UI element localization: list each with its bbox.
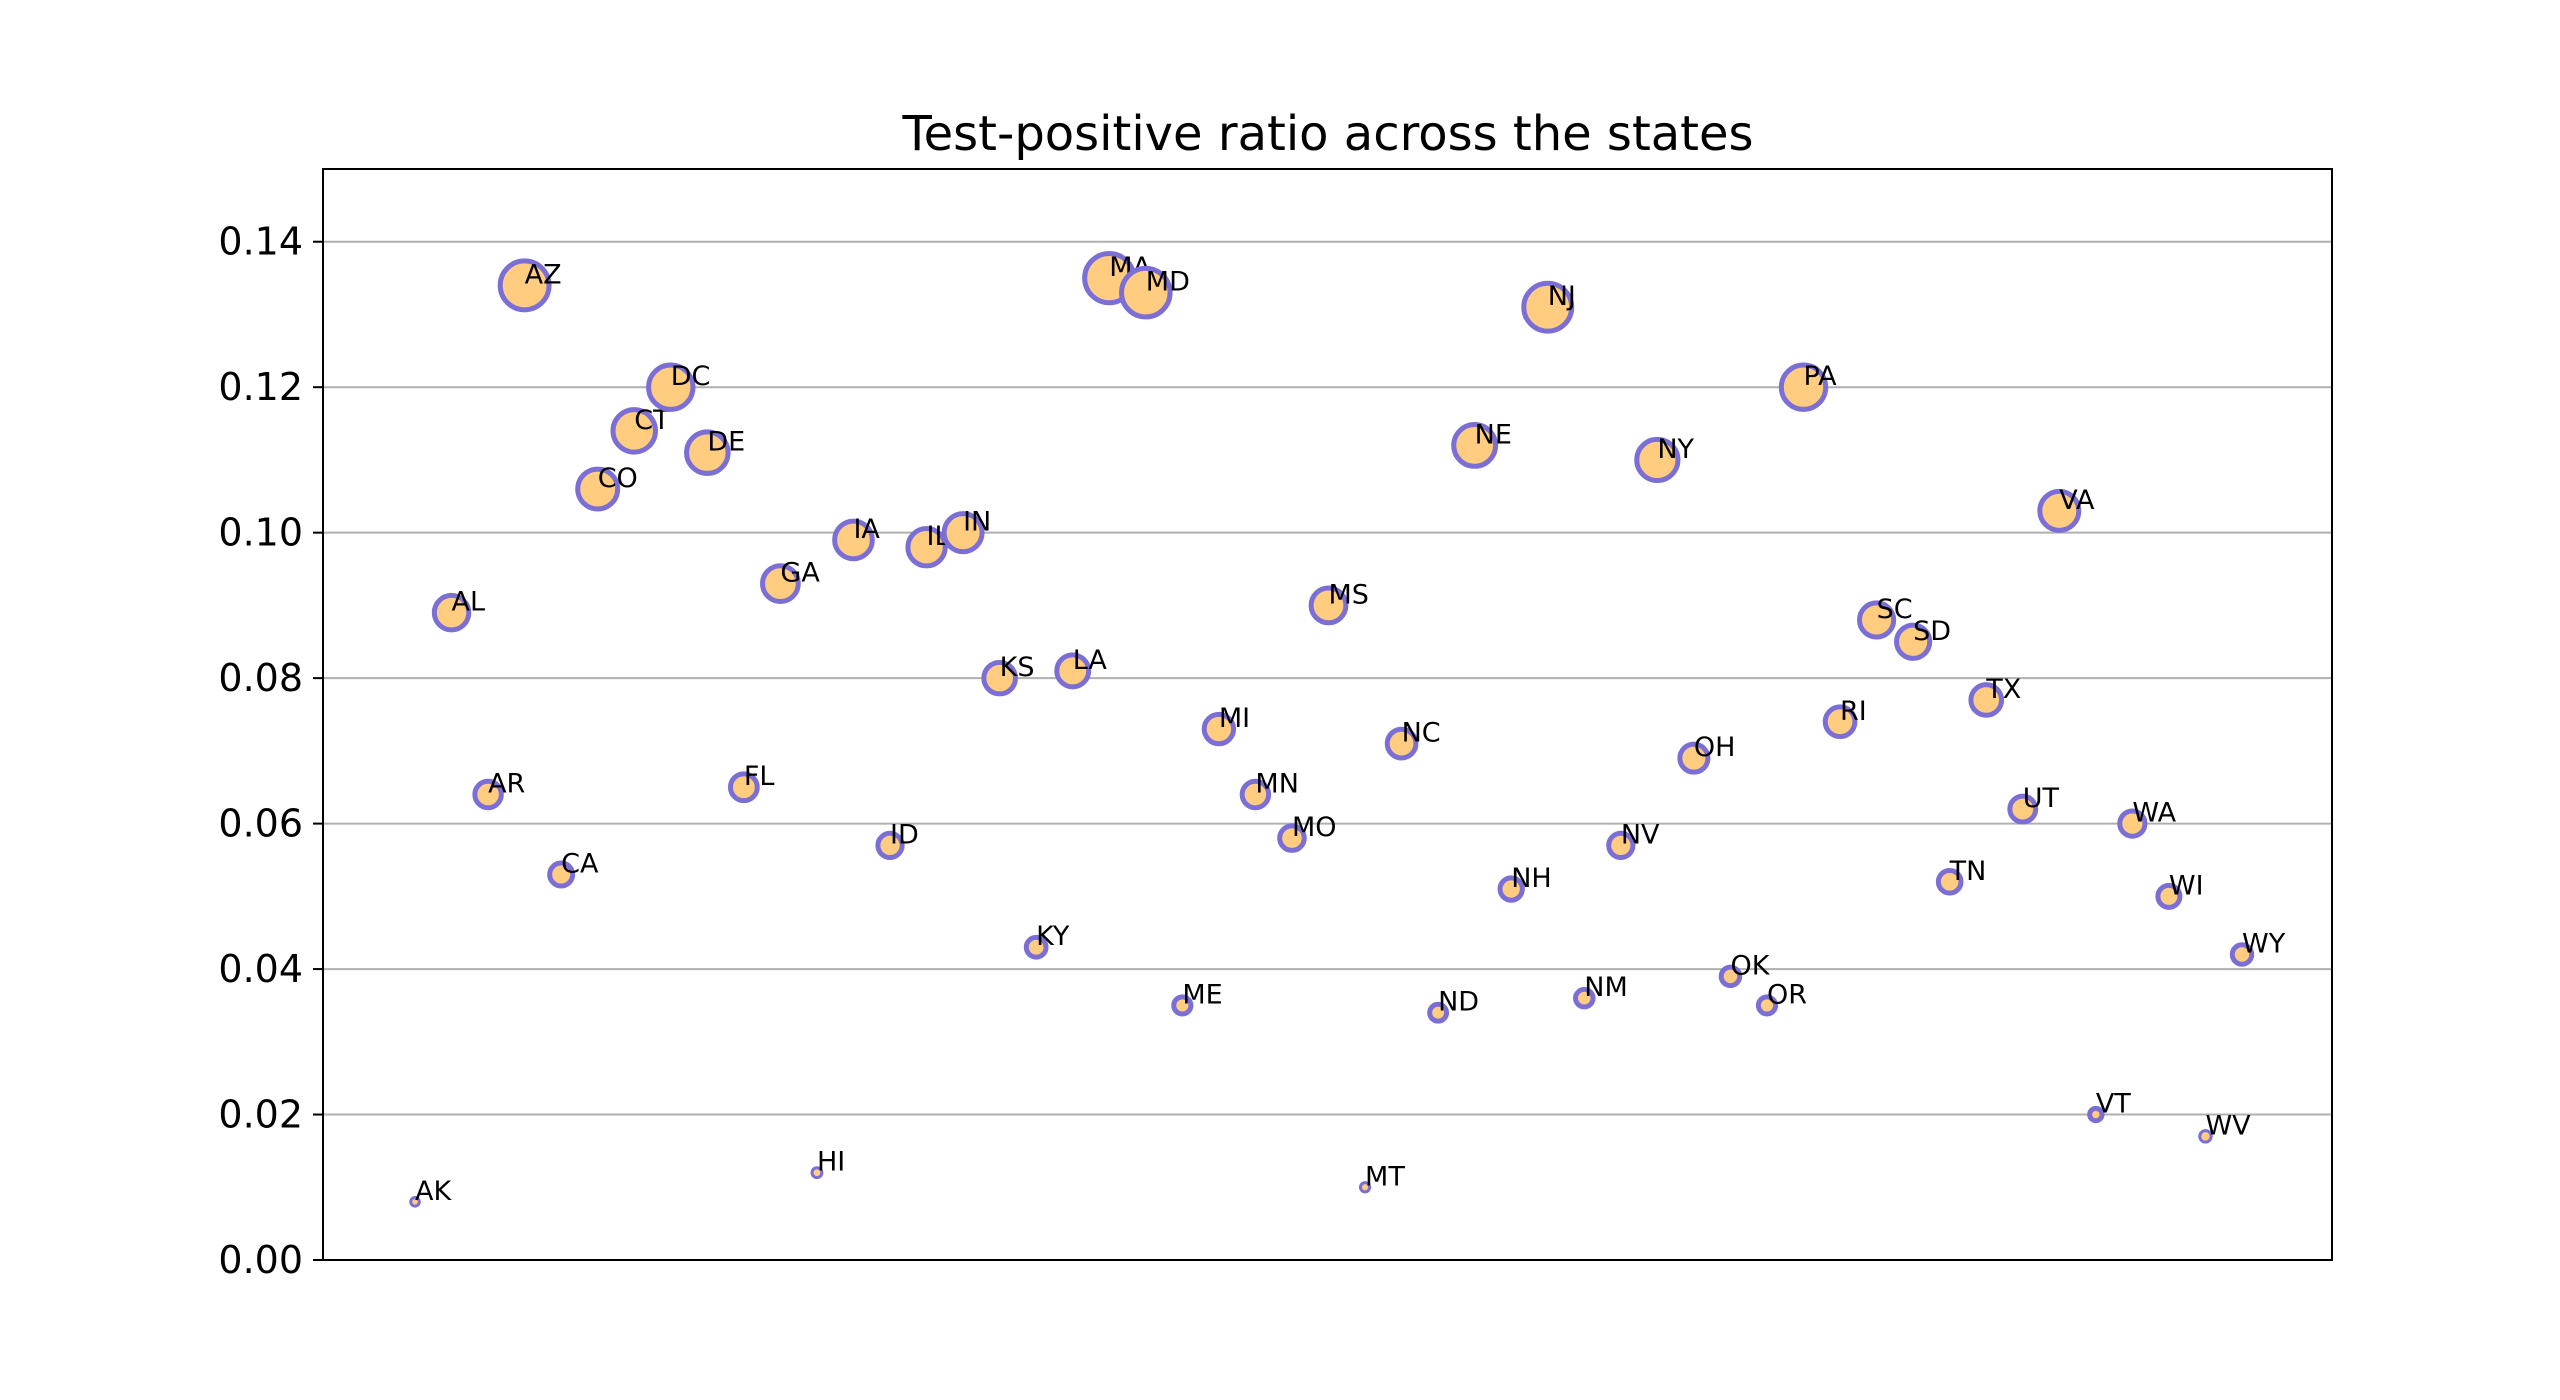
- plot-frame: [323, 169, 2332, 1260]
- point-label: AK: [415, 1176, 452, 1207]
- point-label: MT: [1365, 1161, 1405, 1192]
- point-label: VA: [2059, 485, 2095, 516]
- point-label: AL: [452, 587, 486, 618]
- point-label: NJ: [1548, 281, 1576, 312]
- point-label: HI: [817, 1147, 845, 1178]
- point-label: NE: [1475, 419, 1512, 450]
- point-label: VT: [2096, 1089, 2131, 1120]
- point-label: NM: [1584, 972, 1628, 1003]
- point-label: NC: [1402, 718, 1441, 749]
- point-label: OK: [1730, 950, 1770, 981]
- point-label: SC: [1877, 594, 1913, 625]
- y-tick-label: 0.12: [218, 365, 303, 409]
- point-label: FL: [744, 761, 775, 792]
- point-label: IN: [963, 507, 991, 538]
- point-label: NY: [1657, 434, 1694, 465]
- point-label: MI: [1219, 703, 1250, 734]
- point-label: ME: [1182, 979, 1222, 1010]
- point-label: UT: [2023, 783, 2060, 814]
- y-tick-label: 0.00: [218, 1238, 303, 1282]
- point-label: WY: [2242, 929, 2286, 960]
- point-label: OR: [1767, 979, 1807, 1010]
- chart-title: Test-positive ratio across the states: [901, 106, 1753, 162]
- point-label: WA: [2132, 798, 2176, 829]
- point-label: MD: [1146, 267, 1190, 298]
- point-label: MS: [1329, 579, 1369, 610]
- point-label: NV: [1621, 819, 1660, 850]
- y-tick-label: 0.14: [218, 220, 303, 264]
- y-tick-label: 0.06: [218, 802, 303, 846]
- point-label: CO: [598, 463, 638, 494]
- point-label: IA: [853, 514, 880, 545]
- point-label: AR: [488, 769, 525, 800]
- grid-lines: [323, 242, 2332, 1115]
- y-tick-label: 0.10: [218, 511, 303, 555]
- point-label: ID: [890, 819, 919, 850]
- scatter-points: AKALARAZCACOCTDCDEFLGAHIIAIDIL INKSKYLAMA…: [411, 252, 2286, 1207]
- point-label: MO: [1292, 812, 1337, 843]
- point-label: RI: [1840, 696, 1867, 727]
- point-label: WI: [2169, 870, 2204, 901]
- point-label: KY: [1036, 921, 1070, 952]
- point-label: TN: [1949, 856, 1987, 887]
- point-label: KS: [1000, 652, 1035, 683]
- point-label: DE: [707, 427, 745, 458]
- point-label: NH: [1511, 863, 1552, 894]
- y-tick-label: 0.02: [218, 1093, 303, 1137]
- point-label: OH: [1694, 732, 1736, 763]
- point-label: SD: [1913, 616, 1951, 647]
- point-label: AZ: [525, 259, 562, 290]
- point-label: PA: [1804, 361, 1838, 392]
- point-label: DC: [671, 361, 711, 392]
- y-axis-ticks: 0.00 0.02 0.04 0.06 0.08 0.10 0.12 0.14: [218, 220, 323, 1282]
- point-label: ND: [1438, 987, 1479, 1018]
- y-tick-label: 0.08: [218, 656, 303, 700]
- point-label: WV: [2205, 1110, 2251, 1141]
- point-label: MN: [1255, 769, 1299, 800]
- point-label: CA: [561, 849, 599, 880]
- point-label: LA: [1073, 645, 1108, 676]
- point-label: TX: [1985, 674, 2021, 705]
- y-tick-label: 0.04: [218, 947, 303, 991]
- point-label: GA: [780, 558, 820, 589]
